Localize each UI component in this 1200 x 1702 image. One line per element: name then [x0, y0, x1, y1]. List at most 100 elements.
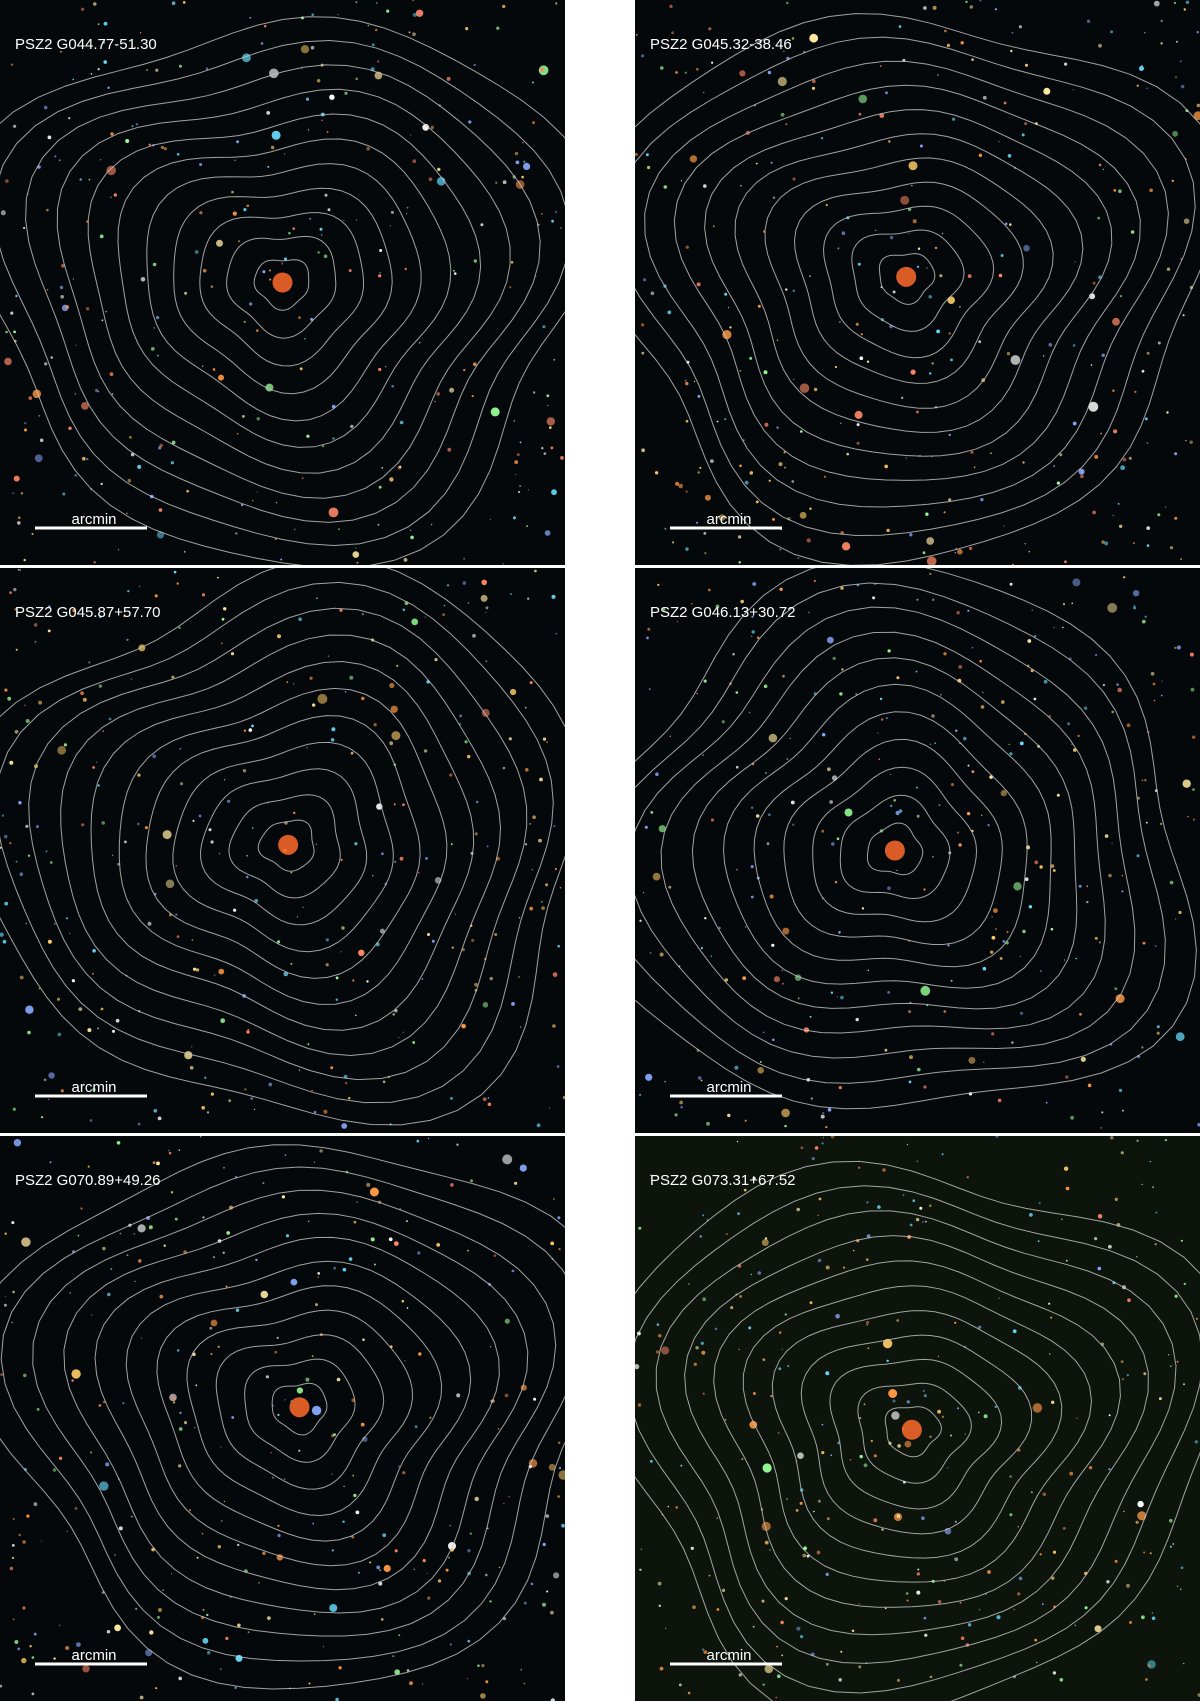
star — [275, 501, 278, 504]
star — [250, 1097, 253, 1100]
star — [969, 546, 973, 551]
star — [840, 995, 844, 1000]
star — [80, 7, 85, 11]
star — [1071, 602, 1073, 605]
star — [712, 225, 715, 228]
star — [889, 773, 892, 776]
star — [931, 714, 935, 718]
star — [487, 1527, 489, 1530]
star — [690, 602, 693, 605]
star — [1008, 743, 1010, 745]
star — [1117, 687, 1122, 693]
star — [523, 1601, 527, 1605]
star — [895, 810, 900, 816]
star — [1166, 267, 1171, 271]
star — [1048, 343, 1053, 347]
star — [831, 775, 838, 781]
star — [418, 342, 421, 344]
star — [1072, 89, 1074, 91]
star — [247, 1028, 249, 1031]
star — [489, 518, 491, 521]
star — [28, 396, 33, 400]
star — [889, 235, 894, 240]
star — [916, 265, 920, 268]
star — [325, 938, 329, 942]
star — [843, 1266, 846, 1269]
star — [1149, 1160, 1151, 1163]
star — [337, 14, 339, 16]
star — [1136, 1139, 1139, 1142]
star — [791, 37, 795, 40]
star — [485, 1680, 489, 1684]
star — [888, 1389, 898, 1398]
star — [20, 492, 23, 495]
star — [1180, 1566, 1184, 1570]
contour — [146, 163, 422, 422]
star — [97, 784, 100, 787]
star — [328, 507, 339, 518]
star — [461, 1023, 466, 1029]
star — [838, 1678, 842, 1682]
star — [797, 1452, 804, 1459]
star — [410, 134, 412, 136]
star — [950, 358, 953, 362]
star — [319, 227, 323, 231]
star — [827, 636, 834, 644]
star — [485, 606, 489, 610]
star — [555, 2, 558, 5]
star — [792, 289, 796, 293]
star — [650, 811, 654, 814]
star — [932, 598, 935, 601]
star — [690, 1546, 694, 1550]
star — [402, 803, 405, 806]
star — [959, 1663, 963, 1667]
star — [978, 1608, 981, 1611]
star — [210, 1319, 218, 1327]
star — [764, 1664, 774, 1674]
star — [906, 1143, 909, 1146]
star — [301, 477, 304, 480]
star — [246, 204, 250, 208]
star — [777, 1674, 781, 1678]
star — [1094, 454, 1099, 459]
star — [1078, 884, 1082, 888]
star — [352, 979, 355, 982]
contour — [704, 109, 1113, 457]
star — [640, 323, 645, 327]
star — [321, 119, 323, 122]
star — [872, 596, 876, 600]
star — [544, 530, 551, 536]
star — [212, 368, 216, 371]
star — [905, 1592, 909, 1595]
star — [658, 825, 666, 833]
star — [963, 736, 967, 741]
star — [19, 872, 24, 876]
star — [12, 492, 14, 494]
star — [402, 1031, 404, 1033]
star — [135, 123, 139, 126]
star — [24, 704, 26, 707]
star — [1006, 930, 1009, 934]
star — [981, 814, 983, 816]
star — [917, 1568, 920, 1571]
star — [857, 262, 861, 266]
star — [968, 1056, 976, 1064]
star — [699, 1235, 702, 1238]
star — [666, 1177, 669, 1179]
panel-content — [0, 0, 565, 565]
star — [749, 356, 753, 360]
star — [61, 264, 65, 268]
star — [943, 652, 947, 656]
star — [884, 1607, 887, 1610]
star — [858, 112, 862, 116]
star — [954, 1520, 957, 1523]
star — [678, 1683, 682, 1687]
star — [1108, 1468, 1111, 1471]
star — [1185, 440, 1187, 442]
star — [1197, 1693, 1200, 1697]
star — [1102, 683, 1106, 687]
star — [180, 782, 183, 786]
star — [797, 557, 800, 559]
star — [987, 824, 990, 827]
star — [526, 525, 529, 528]
